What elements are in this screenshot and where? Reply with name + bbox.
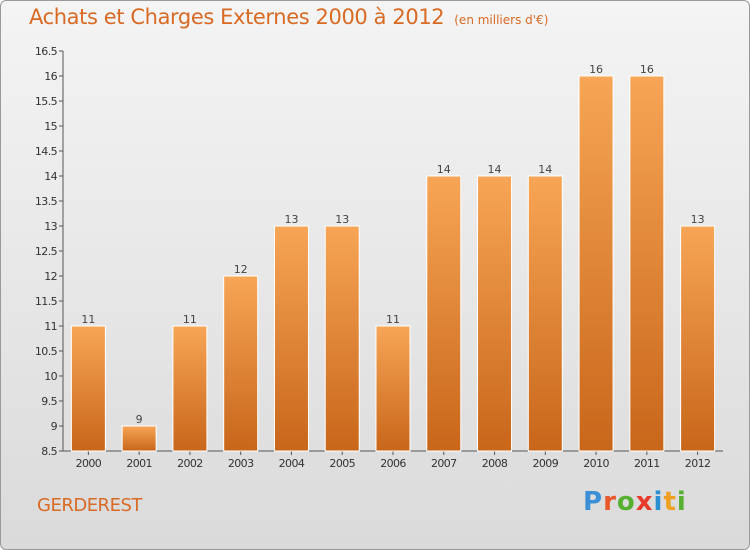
y-tick-label: 9.5 [41,395,57,408]
y-tick-label: 10.5 [35,345,58,358]
logo-letter: o [616,487,636,517]
value-label-2008: 14 [488,163,502,176]
logo-letter: P [583,487,604,517]
y-tick-label: 13.5 [35,195,58,208]
logo-letter: i [676,487,687,517]
chart-title: Achats et Charges Externes 2000 à 2012 (e… [29,5,548,29]
axes: 8.5 9 9.5 10 10.5 11 11.5 12 12.5 13 13.5 14 14.5 15 1… [35,45,723,470]
y-tick-label: 11.5 [35,295,58,308]
bar-2004 [273,225,309,452]
title-text: Achats et Charges Externes 2000 à 2012 [29,5,445,29]
y-tick-label: 16.5 [35,45,58,58]
value-label-2010: 16 [589,63,603,76]
y-tick-label: 15 [44,120,57,133]
bar-2008 [477,175,513,452]
x-tick-label: 2005 [329,457,355,470]
bar-2006 [375,325,411,452]
logo-letter: t [663,487,677,517]
bar-2012 [680,225,716,452]
bar-2002 [172,325,208,452]
y-tick-label: 16 [44,70,57,83]
bar-2003 [223,275,259,452]
value-label-2005: 13 [335,213,349,226]
y-tick-label: 12 [44,270,57,283]
logo-letter: r [603,487,617,517]
value-label-2006: 11 [386,313,400,326]
bar-2010 [578,75,614,452]
bar-2009 [527,175,563,452]
bar-2011 [629,75,665,452]
value-label-2012: 13 [691,213,705,226]
x-tick-label: 2012 [685,457,711,470]
x-tick-label: 2011 [634,457,660,470]
x-tick-label: 2007 [431,457,457,470]
logo-letter: x [635,487,654,517]
x-tick-label: 2000 [76,457,102,470]
y-tick-label: 8.5 [41,445,57,458]
y-tick-label: 10 [44,370,57,383]
bar-2000 [70,325,106,452]
x-tick-label: 2008 [482,457,508,470]
x-tick-label: 2001 [126,457,152,470]
value-label-2000: 11 [81,313,95,326]
x-tick-label: 2004 [279,457,305,470]
y-tick-label: 11 [44,320,57,333]
value-label-2011: 16 [640,63,654,76]
x-tick-label: 2010 [583,457,609,470]
value-label-2007: 14 [437,163,451,176]
x-tick-label: 2003 [228,457,254,470]
y-tick-label: 12.5 [35,245,58,258]
y-tick-label: 14 [44,170,57,183]
proxiti-logo: Proxiti [583,487,687,517]
y-tick-label: 13 [44,220,57,233]
value-label-2004: 13 [284,213,298,226]
bar-2007 [426,175,462,452]
value-label-2003: 12 [234,263,248,276]
y-tick-label: 9 [51,420,58,433]
y-tick-label: 14.5 [35,145,58,158]
y-tick-label: 15.5 [35,95,58,108]
x-tick-label: 2006 [380,457,406,470]
bars [70,75,716,452]
unit-note: (en milliers d'€) [454,13,549,27]
value-label-2002: 11 [183,313,197,326]
bar-2005 [324,225,360,452]
value-label-2009: 14 [538,163,552,176]
x-tick-label: 2009 [533,457,559,470]
logo-letter: i [653,487,664,517]
place-name: GERDEREST [37,495,142,516]
value-label-2001: 9 [136,413,143,426]
bar-2001 [121,425,157,452]
x-tick-label: 2002 [177,457,203,470]
value-labels: 11 9 11 12 13 13 11 14 14 14 16 16 13 [81,63,704,426]
